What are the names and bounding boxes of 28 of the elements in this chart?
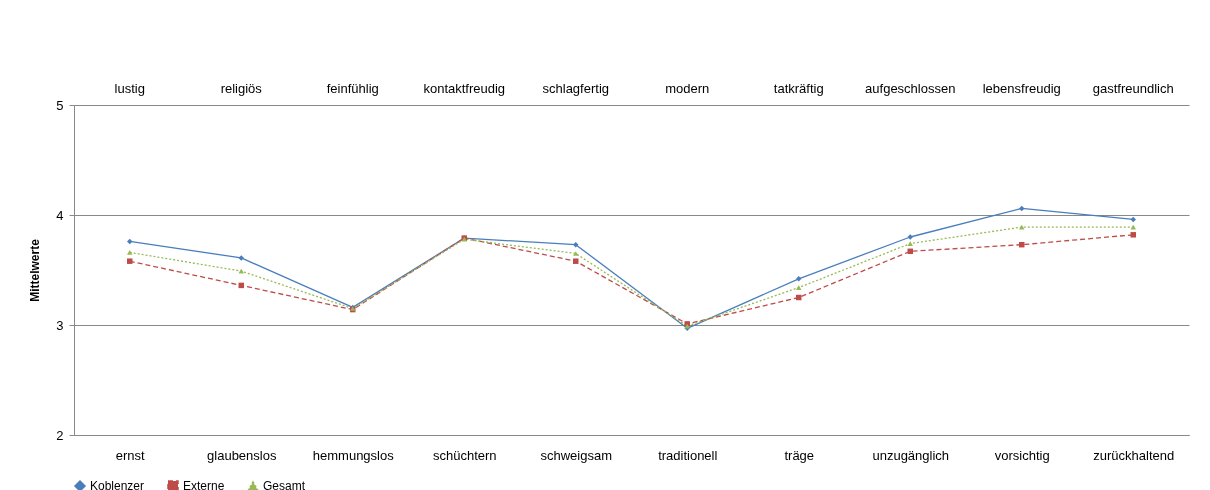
x-tick-label: schüchtern bbox=[432, 447, 497, 463]
text: schlagfertig bbox=[542, 81, 609, 96]
text: lustig bbox=[114, 81, 145, 96]
y-tick-label: 3 bbox=[56, 317, 64, 333]
x-tick-label: hemmungslos bbox=[312, 447, 395, 463]
text: gastfreundlich bbox=[1092, 81, 1174, 96]
legend-label: Externe bbox=[183, 479, 225, 490]
y-tick-label: 2 bbox=[56, 427, 64, 443]
x-tick-label: träge bbox=[784, 447, 815, 463]
text: tatkräftig bbox=[773, 81, 824, 96]
x-tick-label: vorsichtig bbox=[994, 447, 1050, 463]
x-tick-label: traditionell bbox=[658, 447, 718, 463]
x-tick-label: zurückhaltend bbox=[1093, 447, 1175, 463]
y-tick-label: 4 bbox=[56, 207, 64, 223]
text: feinfühlig bbox=[326, 81, 379, 96]
legend-label: Gesamt bbox=[263, 479, 306, 490]
text: lebensfreudig bbox=[982, 81, 1061, 96]
text: aufgeschlossen bbox=[865, 81, 956, 96]
x-tick-label: ernst bbox=[115, 447, 146, 463]
text: modern bbox=[665, 81, 710, 96]
y-tick-label: 5 bbox=[56, 97, 64, 113]
legend-label: Koblenzer bbox=[90, 479, 145, 490]
x-tick-label: glaubenslos bbox=[207, 447, 277, 463]
text: religiös bbox=[220, 81, 263, 96]
x-tick-label: unzugänglich bbox=[872, 447, 950, 463]
x-tick-label: schweigsam bbox=[540, 447, 613, 463]
text: kontaktfreudig bbox=[423, 81, 506, 96]
y-axis-title: Mittelwerte bbox=[28, 238, 43, 302]
